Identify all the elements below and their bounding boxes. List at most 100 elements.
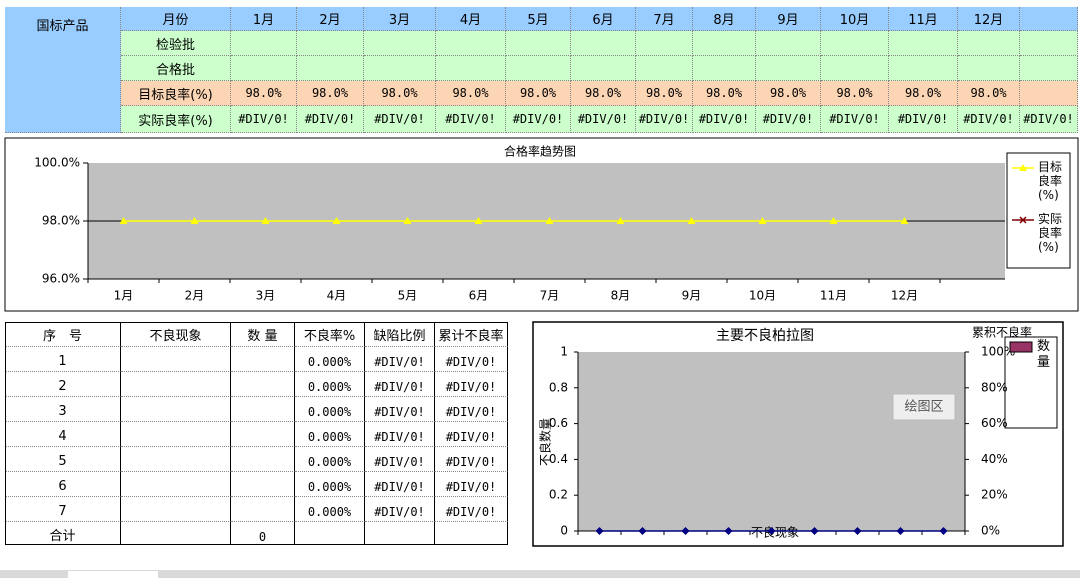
header-cell: 7月 [636, 7, 693, 31]
value-cell [693, 31, 756, 56]
value-cell [1020, 56, 1078, 81]
x-tick-label: 12月 [891, 289, 918, 303]
value-cell [636, 56, 693, 81]
point [616, 217, 625, 224]
header-cell: 数 量 [231, 322, 295, 347]
point [403, 217, 412, 224]
row-label: 实际良率(%) [121, 106, 231, 133]
value-cell [231, 56, 297, 81]
value-cell [1020, 31, 1078, 56]
empty-cell [121, 397, 231, 422]
pareto-title: 主要不良柏拉图 [716, 328, 814, 344]
cell-no: 4 [5, 422, 121, 447]
x-tick-label: 9月 [682, 289, 702, 303]
cell-no: 3 [5, 397, 121, 422]
point [681, 527, 690, 535]
pareto-plot-area [578, 352, 965, 531]
point [261, 217, 270, 224]
cell-cum: #DIV/0! [435, 347, 508, 372]
value-cell [364, 56, 436, 81]
y2-tick-label: 20% [981, 488, 1008, 502]
empty-cell [121, 422, 231, 447]
x-tick-label: 4月 [327, 289, 347, 303]
legend-swatch [1009, 341, 1033, 353]
y2-tick-label: 80% [981, 380, 1008, 394]
header-cell: 不良率% [295, 322, 365, 347]
cell-cum: #DIV/0! [435, 372, 508, 397]
point [829, 217, 838, 224]
value-cell: #DIV/0! [636, 106, 693, 133]
cell-no: 1 [5, 347, 121, 372]
header-cell: 月份 [121, 7, 231, 31]
value-cell: #DIV/0! [364, 106, 436, 133]
cell-rate: 0.000% [295, 422, 365, 447]
value-cell: #DIV/0! [436, 106, 506, 133]
value-cell [231, 31, 297, 56]
point [810, 527, 819, 535]
cell-cum: #DIV/0! [435, 447, 508, 472]
value-cell: #DIV/0! [889, 106, 958, 133]
y-tick-label: 0.2 [549, 488, 568, 502]
value-cell [297, 31, 364, 56]
x-tick-label: 2月 [185, 289, 205, 303]
header-cell: 12月 [958, 7, 1020, 31]
value-cell [436, 31, 506, 56]
value-cell: 98.0% [821, 81, 889, 106]
empty-cell [231, 372, 295, 397]
empty-cell [231, 397, 295, 422]
empty-cell [365, 522, 435, 545]
header-cell: 累计不良率 [435, 322, 508, 347]
empty-cell [231, 497, 295, 522]
value-cell: 98.0% [436, 81, 506, 106]
cell-rate: 0.000% [295, 447, 365, 472]
value-cell [436, 56, 506, 81]
cell-cum: #DIV/0! [435, 497, 508, 522]
value-cell: 98.0% [364, 81, 436, 106]
x-tick-label: 8月 [611, 289, 631, 303]
y-tick-label: 0.6 [549, 416, 568, 430]
empty-cell [435, 522, 508, 545]
scroll-bar[interactable] [0, 570, 1080, 578]
value-cell: 98.0% [958, 81, 1020, 106]
value-cell [297, 56, 364, 81]
point [545, 217, 554, 224]
header-cell: 11月 [889, 7, 958, 31]
row-label: 合格批 [121, 56, 231, 81]
value-cell [958, 56, 1020, 81]
point [853, 527, 862, 535]
point [638, 527, 647, 535]
y2-tick-label: 40% [981, 452, 1008, 466]
sheet-tab[interactable] [68, 571, 158, 578]
empty-cell [121, 347, 231, 372]
value-cell [364, 31, 436, 56]
legend-label: 数量 [1037, 339, 1051, 370]
total-label: 合计 [5, 522, 121, 545]
header-cell: 缺陷比例 [365, 322, 435, 347]
empty-cell [121, 447, 231, 472]
y-tick-label: 1 [560, 345, 568, 359]
table-border [5, 322, 6, 545]
trend-title: 合格率趋势图 [504, 144, 576, 159]
header-cell: 不良现象 [121, 322, 231, 347]
value-cell: #DIV/0! [821, 106, 889, 133]
point [724, 527, 733, 535]
value-cell: 98.0% [571, 81, 636, 106]
empty-cell [121, 472, 231, 497]
legend-marker [1019, 216, 1027, 224]
legend-label: 目标良率(%) [1038, 160, 1063, 202]
point [767, 527, 776, 535]
empty-cell [231, 472, 295, 497]
cell-rate: 0.000% [295, 372, 365, 397]
point [119, 217, 128, 224]
empty-cell [231, 447, 295, 472]
cell-no: 5 [5, 447, 121, 472]
point [758, 217, 767, 224]
value-cell: 98.0% [636, 81, 693, 106]
header-cell: 2月 [297, 7, 364, 31]
point [332, 217, 341, 224]
y-tick-label: 0 [560, 524, 568, 538]
legend-label: 实际良率(%) [1038, 212, 1063, 254]
empty-cell [121, 497, 231, 522]
x-tick-label: 10月 [749, 289, 776, 303]
y-tick-label: 0.4 [549, 452, 568, 466]
